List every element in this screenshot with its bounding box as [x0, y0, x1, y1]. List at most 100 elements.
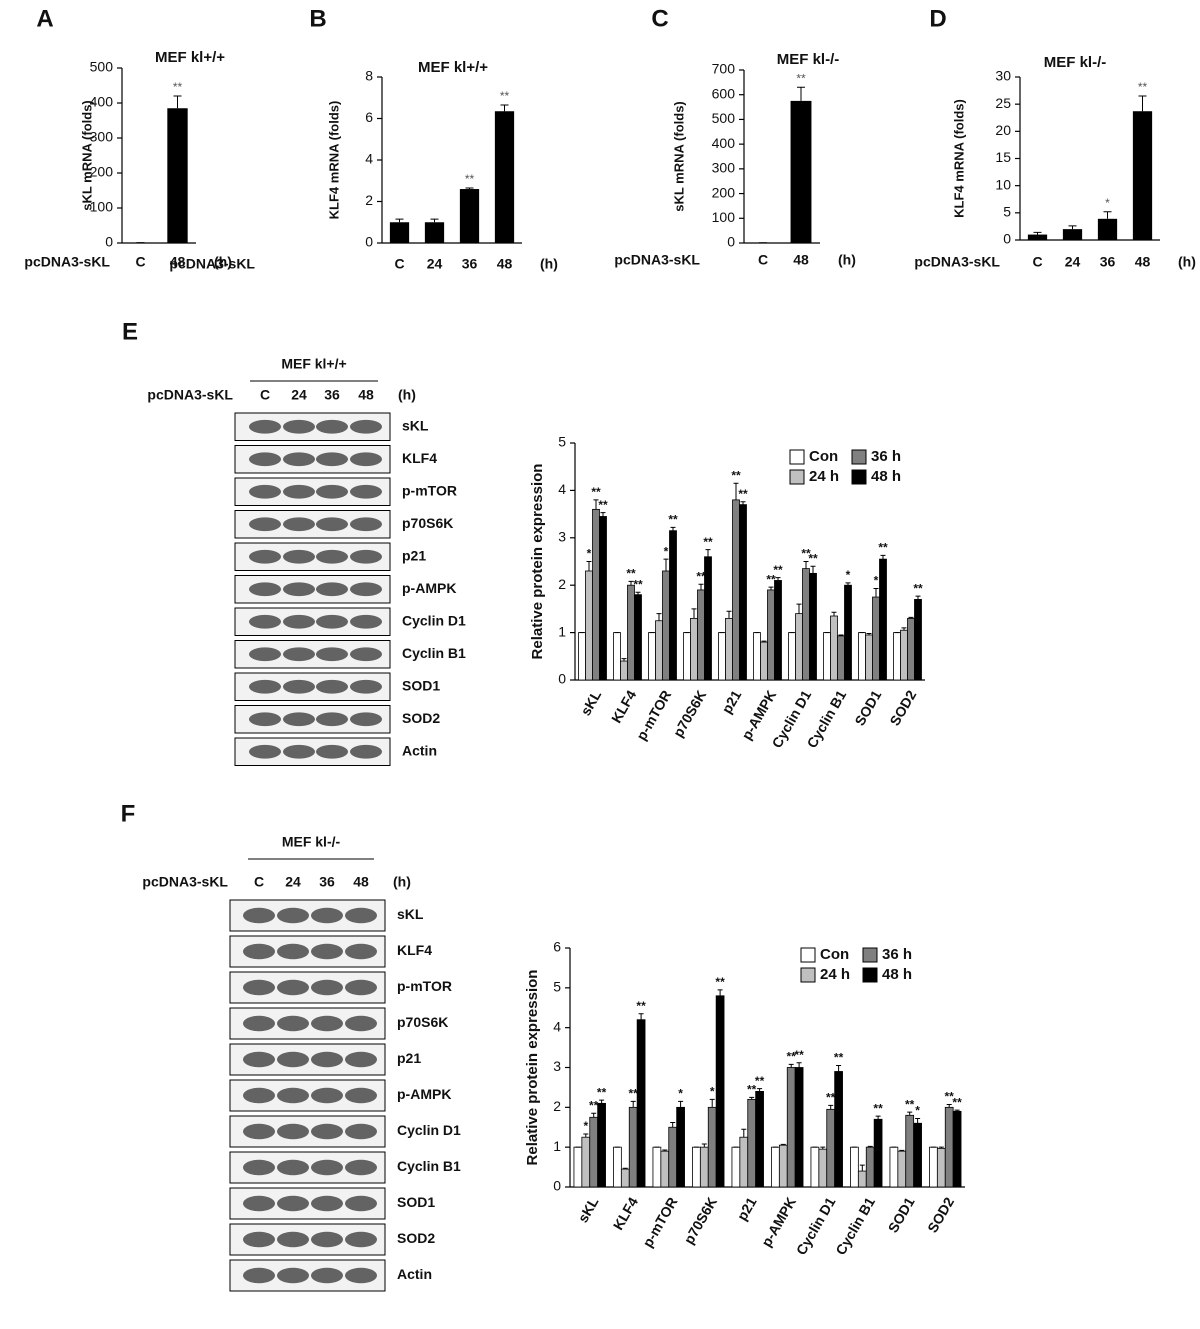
error-bar [709, 1098, 715, 1108]
x-tick-label: KLF4 [608, 687, 639, 725]
bar [936, 1147, 946, 1188]
significance: ** [766, 572, 776, 586]
x-tick-label: SOD1 [851, 687, 884, 728]
significance: * [915, 1104, 920, 1118]
y-tick-label: 2 [558, 576, 566, 592]
x-tick-label: p70S6K [681, 1194, 721, 1246]
error-bar [845, 582, 851, 586]
blot-band [277, 1123, 309, 1140]
blot-band [311, 1123, 343, 1140]
bar [794, 1067, 804, 1188]
y-tick-label: 1 [553, 1138, 561, 1154]
x-tick-label: 36 [1100, 254, 1116, 270]
bar [613, 632, 621, 681]
x-tick-label: sKL [577, 687, 604, 718]
band-label: p-mTOR [402, 482, 457, 498]
panel-label: D [929, 5, 946, 32]
bar [823, 632, 831, 681]
bar [810, 1146, 820, 1188]
error-bar [670, 1121, 676, 1128]
legend-label: Con [820, 946, 849, 963]
blot-band [345, 907, 377, 924]
chart-title: MEF kl-/- [777, 51, 840, 68]
x-tick-label: KLF4 [610, 1194, 641, 1232]
significance: ** [731, 468, 741, 482]
y-tick-label: 4 [553, 1018, 561, 1034]
error-bar [591, 1112, 597, 1118]
y-tick-label: 0 [105, 234, 113, 250]
error-bar [698, 583, 704, 590]
blot-band [243, 1231, 275, 1248]
error-bar [907, 1111, 913, 1116]
bar [683, 632, 691, 681]
bar [900, 629, 908, 681]
bar [788, 632, 796, 681]
blot-band [283, 712, 315, 727]
blot-band [345, 1159, 377, 1176]
error-bar [810, 565, 816, 574]
blot-band [283, 549, 315, 564]
bar [857, 1170, 867, 1188]
blot-band [316, 744, 348, 759]
error-bar [873, 588, 879, 598]
blot-band [316, 419, 348, 434]
blot-band [316, 614, 348, 629]
blot-title: MEF kl-/- [282, 834, 341, 850]
blot-band [350, 582, 382, 597]
bar [790, 100, 812, 244]
bar [826, 1108, 836, 1188]
y-tick-label: 30 [995, 68, 1011, 84]
blot-band [243, 1015, 275, 1032]
blot-band [350, 549, 382, 564]
bar [914, 599, 922, 681]
panel-label: B [309, 5, 326, 32]
chart-title: MEF kl+/+ [418, 59, 488, 76]
error-bar [726, 610, 732, 619]
error-bar [663, 558, 669, 571]
blot-band [243, 979, 275, 996]
blot-band [249, 517, 281, 532]
x-tick-label: C [135, 254, 145, 270]
bar [592, 508, 600, 681]
significance: * [583, 1119, 588, 1133]
bar [389, 222, 410, 243]
band-label: p-AMPK [402, 580, 456, 596]
error-bar [946, 1104, 952, 1108]
bar [1132, 111, 1153, 240]
x-tick-label: sKL [574, 1194, 601, 1225]
legend-label: 36 h [871, 448, 901, 465]
x-tick-label: SOD1 [885, 1194, 918, 1235]
bar [628, 1106, 638, 1188]
significance: ** [796, 71, 806, 85]
y-tick-label: 25 [995, 95, 1011, 111]
bar [809, 572, 817, 681]
bar [620, 1168, 630, 1188]
blot-band [345, 1087, 377, 1104]
error-bar [938, 1146, 944, 1149]
error-bar [768, 586, 774, 590]
y-tick-label: 5 [558, 434, 566, 450]
bar [597, 1102, 606, 1188]
legend-label: 24 h [809, 468, 839, 485]
blot-band [243, 1267, 275, 1284]
significance: ** [629, 1087, 639, 1101]
significance: ** [703, 535, 713, 549]
bar [581, 1136, 591, 1188]
blot-band [311, 1087, 343, 1104]
blot-band [277, 1159, 309, 1176]
error-bar [638, 1013, 644, 1020]
blot-band [350, 419, 382, 434]
significance: * [664, 544, 669, 558]
significance: ** [913, 581, 923, 595]
lane-label: 24 [291, 387, 307, 403]
error-bar [775, 577, 781, 581]
y-tick-label: 2 [365, 192, 373, 208]
error-bar [820, 1146, 826, 1150]
significance: * [710, 1085, 715, 1099]
bar [1027, 234, 1048, 240]
bar [662, 570, 670, 681]
bar [952, 1110, 962, 1188]
blot-band [283, 582, 315, 597]
y-tick-label: 0 [1003, 231, 1011, 247]
bar [715, 995, 725, 1188]
